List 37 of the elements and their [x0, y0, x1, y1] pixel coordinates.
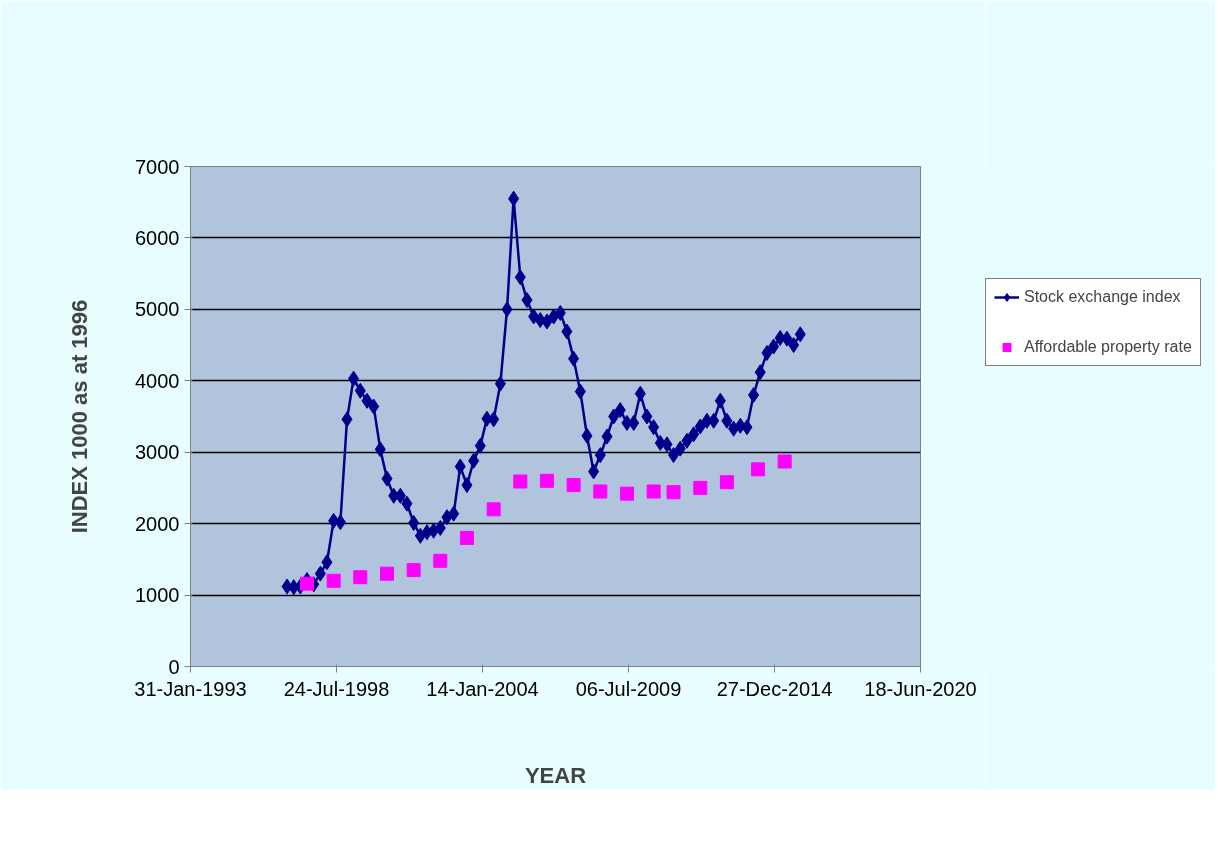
x-tick-label: 24-Jul-1998 — [283, 677, 390, 700]
point — [326, 573, 341, 588]
point — [539, 473, 554, 488]
y-tick-label: 5000 — [135, 298, 180, 321]
y-tick-label: 0 — [168, 655, 180, 678]
point — [666, 485, 681, 500]
x-tick-label: 31-Jan-1993 — [134, 677, 247, 700]
x-tick-label: 14-Jan-2004 — [426, 677, 539, 700]
x-tick-label: 18-Jun-2020 — [864, 677, 977, 700]
y-tick-label: 6000 — [135, 226, 180, 249]
legend-label: Affordable property rate — [1024, 338, 1192, 356]
x-tick-label: 06-Jul-2009 — [575, 677, 682, 700]
point — [566, 478, 581, 493]
point — [513, 474, 528, 489]
point — [300, 576, 315, 591]
y-axis-title: INDEX 1000 as at 1996 — [67, 299, 93, 534]
point — [353, 570, 368, 585]
x-axis-title: YEAR — [524, 762, 587, 788]
y-tick-label: 7000 — [135, 155, 180, 178]
point — [751, 462, 765, 477]
legend-label: Stock exchange index — [1024, 288, 1181, 306]
point — [593, 484, 608, 499]
point — [380, 566, 395, 581]
y-tick-label: 1000 — [135, 584, 180, 607]
y-tick-label: 3000 — [135, 441, 180, 464]
y-tick-label: 4000 — [135, 369, 180, 392]
point — [406, 563, 421, 578]
point — [433, 553, 448, 568]
point — [777, 454, 792, 469]
y-tick-label: 2000 — [135, 512, 180, 535]
point — [646, 484, 661, 499]
point — [719, 475, 734, 490]
point — [693, 480, 708, 495]
x-tick-label: 27-Dec-2014 — [716, 677, 833, 700]
point — [486, 502, 501, 517]
point — [619, 486, 634, 501]
point — [459, 530, 474, 545]
